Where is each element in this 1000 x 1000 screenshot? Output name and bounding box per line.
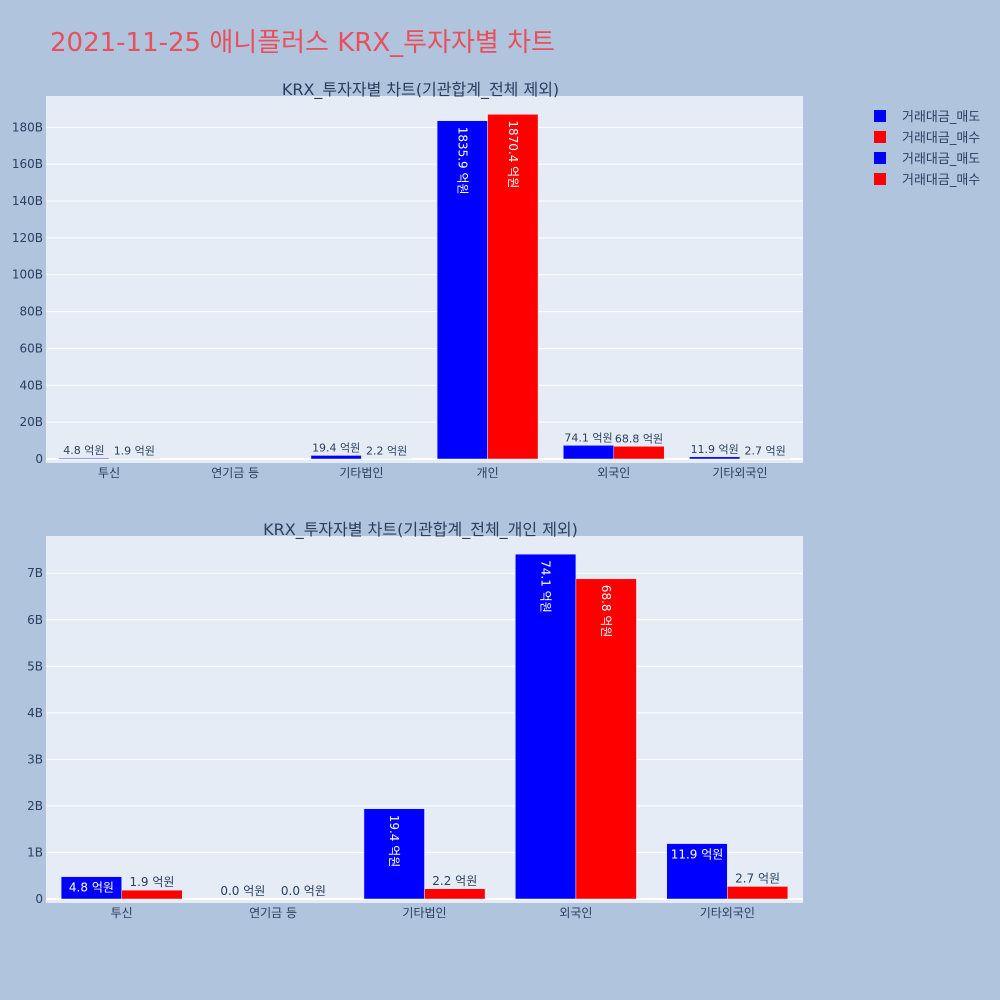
legend-item[interactable]: 거래대금_매도 — [874, 147, 980, 168]
bar — [666, 843, 728, 900]
y-tick-label: 0 — [35, 892, 43, 906]
chart-bottom: 0 1B 2B 3B 4B 5B 6B 7B KRX_투자자별 차트(기관합계_전체_개인 제외… — [27, 520, 803, 920]
bar — [575, 578, 637, 900]
bar — [613, 446, 665, 460]
data-label: 1.9 억원 — [129, 875, 174, 889]
y-tick-label: 140B — [12, 194, 43, 208]
y-tick-label: 3B — [27, 752, 43, 766]
data-label: 4.8 억원 — [69, 881, 114, 895]
x-tick-label: 투신 — [111, 906, 133, 920]
legend[interactable]: 거래대금_매도 거래대금_매수 거래대금_매도 거래대금_매수 — [874, 105, 980, 189]
chart-top: 0 20B 40B 60B 80B 100B 120B 140B 160B 180B KRX_투자자… — [12, 80, 803, 480]
bar — [58, 457, 110, 460]
bar — [363, 808, 425, 900]
plot-area — [46, 96, 803, 463]
legend-swatch — [874, 151, 886, 164]
y-tick-label: 2B — [27, 799, 43, 813]
bar — [727, 886, 789, 900]
data-label: 19.4 억원 — [387, 815, 401, 868]
legend-label: 거래대금_매도 — [902, 110, 981, 125]
y-tick-label: 40B — [19, 378, 43, 392]
bar — [60, 876, 122, 900]
bar — [515, 553, 577, 900]
legend-swatch — [874, 130, 886, 143]
x-tick-label: 개인 — [477, 466, 499, 480]
legend-label: 거래대금_매수 — [902, 173, 981, 188]
data-label: 1.9 억원 — [114, 445, 155, 458]
x-tick-label: 연기금 등 — [249, 906, 297, 920]
legend-item[interactable]: 거래대금_매도 — [874, 105, 980, 126]
x-tick-label: 외국인 — [559, 906, 592, 920]
data-label: 74.1 억원 — [539, 560, 553, 613]
y-tick-label: 5B — [27, 659, 43, 673]
legend-swatch — [874, 172, 886, 185]
data-label: 68.8 억원 — [615, 432, 663, 445]
bar — [436, 120, 488, 460]
bar — [487, 114, 539, 460]
y-tick-label: 7B — [27, 566, 43, 580]
legend-label: 거래대금_매수 — [902, 131, 981, 146]
data-label: 1835.9 억원 — [455, 127, 469, 195]
y-tick-label: 160B — [12, 157, 43, 171]
data-label: 2.2 억원 — [366, 445, 407, 458]
legend-item[interactable]: 거래대금_매수 — [874, 168, 980, 189]
legend-label: 거래대금_매도 — [902, 152, 981, 167]
bar — [424, 888, 486, 900]
data-label: 2.7 억원 — [745, 445, 786, 458]
data-label: 11.9 억원 — [671, 848, 724, 862]
data-label: 68.8 억원 — [599, 585, 613, 638]
page-title: 2021-11-25 애니플러스 KRX_투자자별 차트 — [50, 28, 555, 58]
y-tick-label: 6B — [27, 613, 43, 627]
bar — [689, 456, 741, 460]
data-label: 2.2 억원 — [432, 874, 477, 888]
bar — [310, 455, 362, 460]
bar — [121, 889, 183, 900]
y-tick-label: 100B — [12, 268, 43, 282]
y-tick-label: 60B — [19, 341, 43, 355]
data-label: 11.9 억원 — [691, 443, 739, 456]
y-tick-label: 20B — [19, 415, 43, 429]
x-tick-label: 기타법인 — [339, 466, 383, 480]
data-label: 2.7 억원 — [735, 871, 780, 885]
y-tick-label: 1B — [27, 845, 43, 859]
x-tick-label: 외국인 — [597, 466, 630, 480]
legend-item[interactable]: 거래대금_매수 — [874, 126, 980, 147]
chart-title: KRX_투자자별 차트(기관합계_전체 제외) — [282, 80, 559, 100]
x-tick-label: 기타법인 — [402, 906, 446, 920]
y-tick-label: 180B — [12, 120, 43, 134]
x-tick-label: 기타외국인 — [712, 466, 767, 480]
y-tick-label: 4B — [27, 706, 43, 720]
data-label: 74.1 억원 — [564, 431, 612, 444]
x-tick-label: 투신 — [98, 466, 120, 480]
data-label: 0.0 억원 — [220, 884, 265, 898]
data-label: 0.0 억원 — [281, 884, 326, 898]
data-label: 19.4 억원 — [312, 441, 360, 454]
legend-swatch — [874, 109, 886, 122]
y-tick-label: 120B — [12, 231, 43, 245]
data-label: 4.8 억원 — [63, 444, 104, 457]
data-label: 1870.4 억원 — [506, 120, 520, 188]
y-tick-label: 0 — [35, 452, 43, 466]
x-tick-label: 연기금 등 — [211, 466, 259, 480]
bar — [563, 445, 614, 460]
chart-title: KRX_투자자별 차트(기관합계_전체_개인 제외) — [263, 520, 578, 540]
y-tick-label: 80B — [19, 305, 43, 319]
x-tick-label: 기타외국인 — [700, 906, 755, 920]
